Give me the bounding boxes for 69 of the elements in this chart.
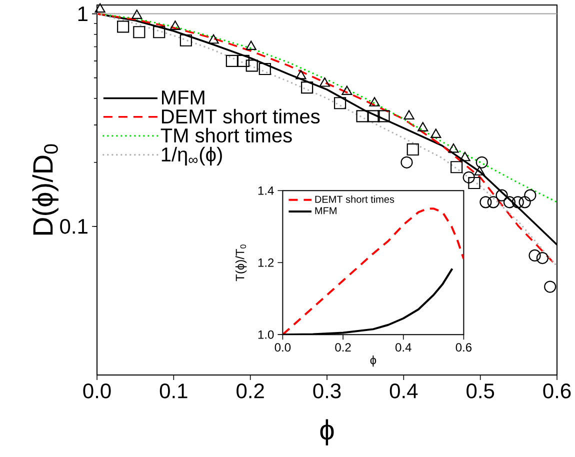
point bbox=[400, 156, 413, 168]
point bbox=[153, 26, 166, 38]
x-axis-title: ϕ bbox=[320, 419, 334, 446]
x-tick-label: 0.1 bbox=[160, 384, 188, 398]
legend-label: 1/η$_{∞}$(ϕ) bbox=[162, 146, 222, 166]
legend-label: DEMT short times bbox=[162, 108, 320, 124]
legend-label: MFM bbox=[162, 90, 204, 104]
point bbox=[369, 97, 380, 106]
point bbox=[246, 60, 258, 72]
legend-label: DEMT short times bbox=[315, 196, 394, 203]
y-tick-label: 1.4 bbox=[258, 186, 274, 195]
point bbox=[468, 176, 480, 190]
point bbox=[450, 161, 463, 174]
point bbox=[301, 81, 314, 94]
point bbox=[496, 189, 508, 202]
x-tick-label: 0.0 bbox=[274, 343, 291, 352]
point bbox=[536, 252, 548, 264]
point bbox=[237, 54, 250, 68]
point bbox=[226, 54, 238, 68]
point bbox=[170, 20, 181, 30]
x-tick-label: 0.4 bbox=[390, 384, 418, 398]
point bbox=[406, 143, 419, 156]
point bbox=[319, 77, 330, 87]
point bbox=[518, 196, 531, 208]
point bbox=[378, 110, 390, 122]
point bbox=[544, 280, 556, 293]
point bbox=[524, 189, 536, 202]
x-axis-title: ϕ bbox=[370, 355, 376, 367]
point bbox=[487, 196, 500, 208]
y-tick-label: 1.0 bbox=[258, 330, 274, 339]
point bbox=[474, 166, 485, 176]
x-tick-label: 0.2 bbox=[236, 384, 264, 398]
x-tick-label: 0.6 bbox=[456, 343, 472, 352]
point bbox=[512, 196, 524, 208]
point bbox=[476, 156, 488, 168]
x-tick-label: 0.3 bbox=[313, 384, 341, 398]
x-tick-label: 0.5 bbox=[466, 384, 494, 398]
point bbox=[460, 152, 470, 162]
legend-label: TM short times bbox=[160, 128, 292, 143]
x-tick-label: 0.4 bbox=[396, 343, 412, 352]
point bbox=[342, 86, 352, 96]
x-tick-label: 0.0 bbox=[83, 384, 111, 398]
point bbox=[462, 171, 475, 184]
point bbox=[246, 40, 256, 50]
point bbox=[296, 70, 306, 80]
point bbox=[368, 110, 380, 122]
point bbox=[132, 10, 142, 19]
point bbox=[117, 20, 130, 33]
point bbox=[503, 196, 516, 208]
point bbox=[133, 26, 146, 38]
y-axis-title: D(ϕ)/D$_{0}$ bbox=[32, 144, 58, 235]
point bbox=[356, 110, 368, 122]
point bbox=[480, 196, 492, 208]
point bbox=[334, 97, 346, 110]
point bbox=[528, 249, 541, 262]
point bbox=[404, 110, 414, 120]
point bbox=[430, 128, 442, 138]
y-tick-label: 1 bbox=[78, 6, 88, 22]
x-tick-label: 0.2 bbox=[335, 343, 351, 352]
point bbox=[94, 3, 106, 13]
legend-label: MFM bbox=[315, 207, 336, 214]
point bbox=[258, 62, 271, 76]
point bbox=[448, 143, 459, 153]
point bbox=[208, 34, 219, 44]
y-axis-title: T(ϕ)/T$_{0}$ bbox=[235, 244, 247, 282]
point bbox=[418, 122, 428, 132]
y-tick-label: 1.2 bbox=[258, 258, 274, 267]
point bbox=[180, 34, 192, 46]
x-tick-label: 0.6 bbox=[543, 384, 571, 398]
